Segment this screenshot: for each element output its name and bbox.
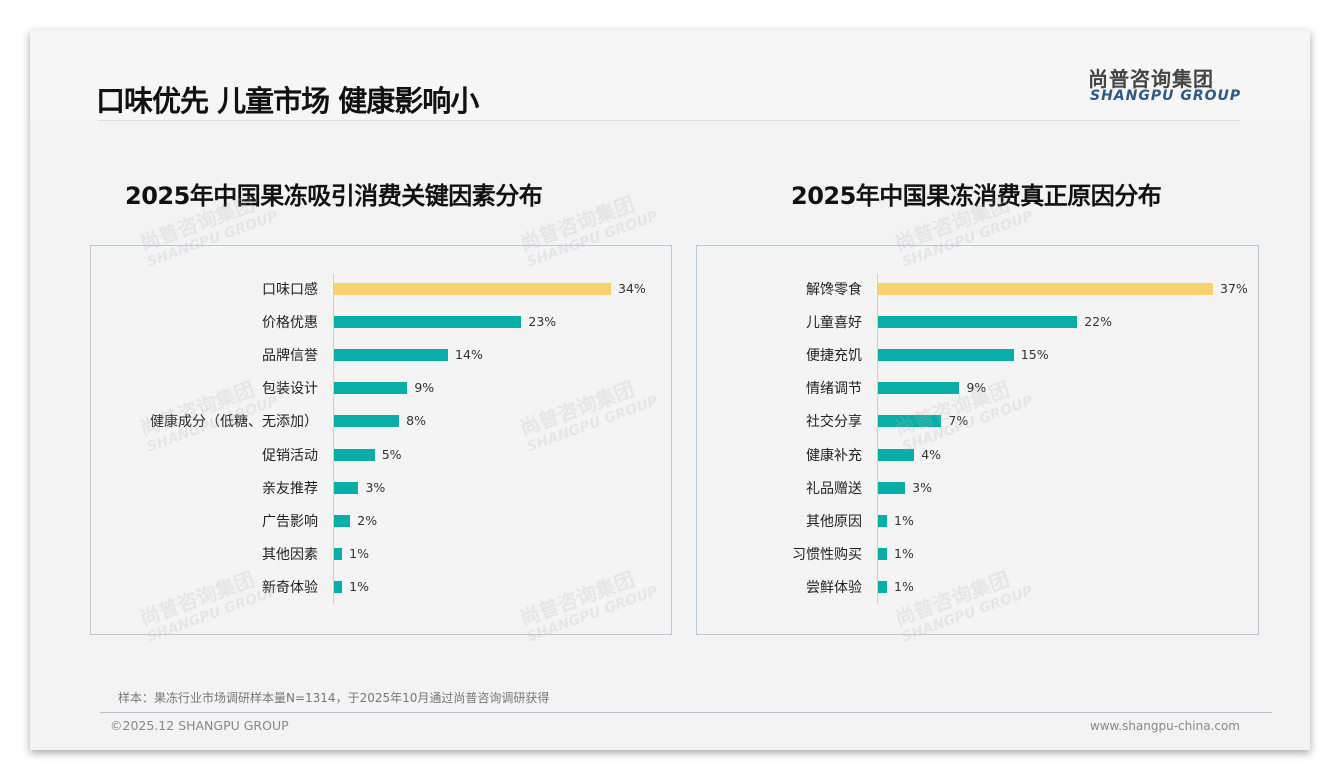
data-label: 3% xyxy=(365,479,386,495)
page-title: 口味优先 儿童市场 健康影响小 xyxy=(96,84,479,118)
website-link[interactable]: www.shangpu-china.com xyxy=(1089,719,1240,733)
y-axis xyxy=(333,274,334,604)
category-label: 其他原因 xyxy=(806,513,862,530)
copyright: ©2025.12 SHANGPU GROUP xyxy=(110,718,289,733)
bar xyxy=(334,514,351,527)
data-label: 34% xyxy=(618,281,646,296)
data-label: 1% xyxy=(349,578,369,594)
category-label: 新奇体验 xyxy=(262,579,318,596)
bar xyxy=(878,382,960,395)
chart-panel-left: 口味口感 34% 价格优惠 23% 品牌信誉 14% 包装设计 9% 健康成分（低糖、无添加） 8… xyxy=(90,245,672,635)
category-label: 包装设计 xyxy=(262,381,318,398)
category-label: 习惯性购买 xyxy=(792,546,862,563)
bar xyxy=(878,316,1078,329)
bar xyxy=(334,448,375,461)
data-label: 4% xyxy=(921,446,942,462)
bar xyxy=(334,316,522,329)
data-label: 1% xyxy=(894,512,914,528)
bar xyxy=(878,448,915,461)
data-label: 22% xyxy=(1084,314,1112,330)
category-label: 广告影响 xyxy=(262,513,318,530)
data-label: 9% xyxy=(414,380,435,396)
category-label: 健康成分（低糖、无添加） xyxy=(150,414,318,431)
logo-chinese: 尚普咨询集团 xyxy=(1088,67,1214,91)
header-divider xyxy=(98,120,1240,121)
bar xyxy=(334,580,343,593)
category-label: 尝鲜体验 xyxy=(806,579,862,596)
category-label: 价格优惠 xyxy=(262,315,318,332)
y-axis xyxy=(877,274,878,604)
chart-panel-right: 解馋零食 37% 儿童喜好 22% 便捷充饥 15% 情绪调节 9% 社交分享 7% 健康补充 4% 礼… xyxy=(696,245,1259,635)
data-label: 2% xyxy=(357,512,378,528)
chart-title-left: 2025年中国果冻吸引消费关键因素分布 xyxy=(125,182,543,210)
data-label: 7% xyxy=(948,413,969,429)
data-label: 23% xyxy=(528,314,557,330)
bar xyxy=(878,283,1213,295)
data-label: 14% xyxy=(455,347,483,363)
bar xyxy=(878,580,888,593)
data-label: 5% xyxy=(381,446,402,462)
logo-english: SHANGPU GROUP xyxy=(1090,88,1242,104)
category-label: 儿童喜好 xyxy=(806,315,862,332)
bar xyxy=(334,481,359,494)
data-label: 1% xyxy=(894,545,914,561)
bar xyxy=(878,514,888,527)
data-label: 3% xyxy=(912,479,932,495)
category-label: 亲友推荐 xyxy=(262,480,318,497)
footer-divider xyxy=(100,712,1272,713)
data-label: 8% xyxy=(406,413,427,429)
slide: 口味优先 儿童市场 健康影响小 尚普咨询集团 SHANGPU GROUP 202… xyxy=(30,30,1310,750)
bar xyxy=(334,382,408,395)
bar xyxy=(878,349,1014,362)
category-label: 品牌信誉 xyxy=(262,348,318,365)
bar xyxy=(334,283,611,295)
data-label: 9% xyxy=(966,380,987,396)
category-label: 礼品赠送 xyxy=(806,480,862,497)
bar xyxy=(878,481,906,494)
data-label: 1% xyxy=(894,578,914,594)
category-label: 健康补充 xyxy=(806,447,862,464)
bar xyxy=(334,547,343,560)
bar xyxy=(878,415,942,428)
chart-title-right: 2025年中国果冻消费真正原因分布 xyxy=(791,182,1162,210)
sample-note: 样本：果冻行业市场调研样本量N=1314，于2025年10月通过尚普咨询调研获得 xyxy=(118,691,550,705)
category-label: 口味口感 xyxy=(262,282,318,298)
bar xyxy=(878,547,888,560)
bar xyxy=(334,415,400,428)
data-label: 15% xyxy=(1020,347,1049,363)
category-label: 社交分享 xyxy=(806,414,862,431)
data-label: 37% xyxy=(1220,281,1248,296)
header-band xyxy=(30,30,1310,120)
bar xyxy=(334,349,449,362)
category-label: 其他因素 xyxy=(262,546,318,563)
category-label: 便捷充饥 xyxy=(806,348,862,365)
category-label: 情绪调节 xyxy=(806,381,862,398)
data-label: 1% xyxy=(349,545,369,561)
category-label: 解馋零食 xyxy=(806,282,862,298)
category-label: 促销活动 xyxy=(262,447,318,464)
